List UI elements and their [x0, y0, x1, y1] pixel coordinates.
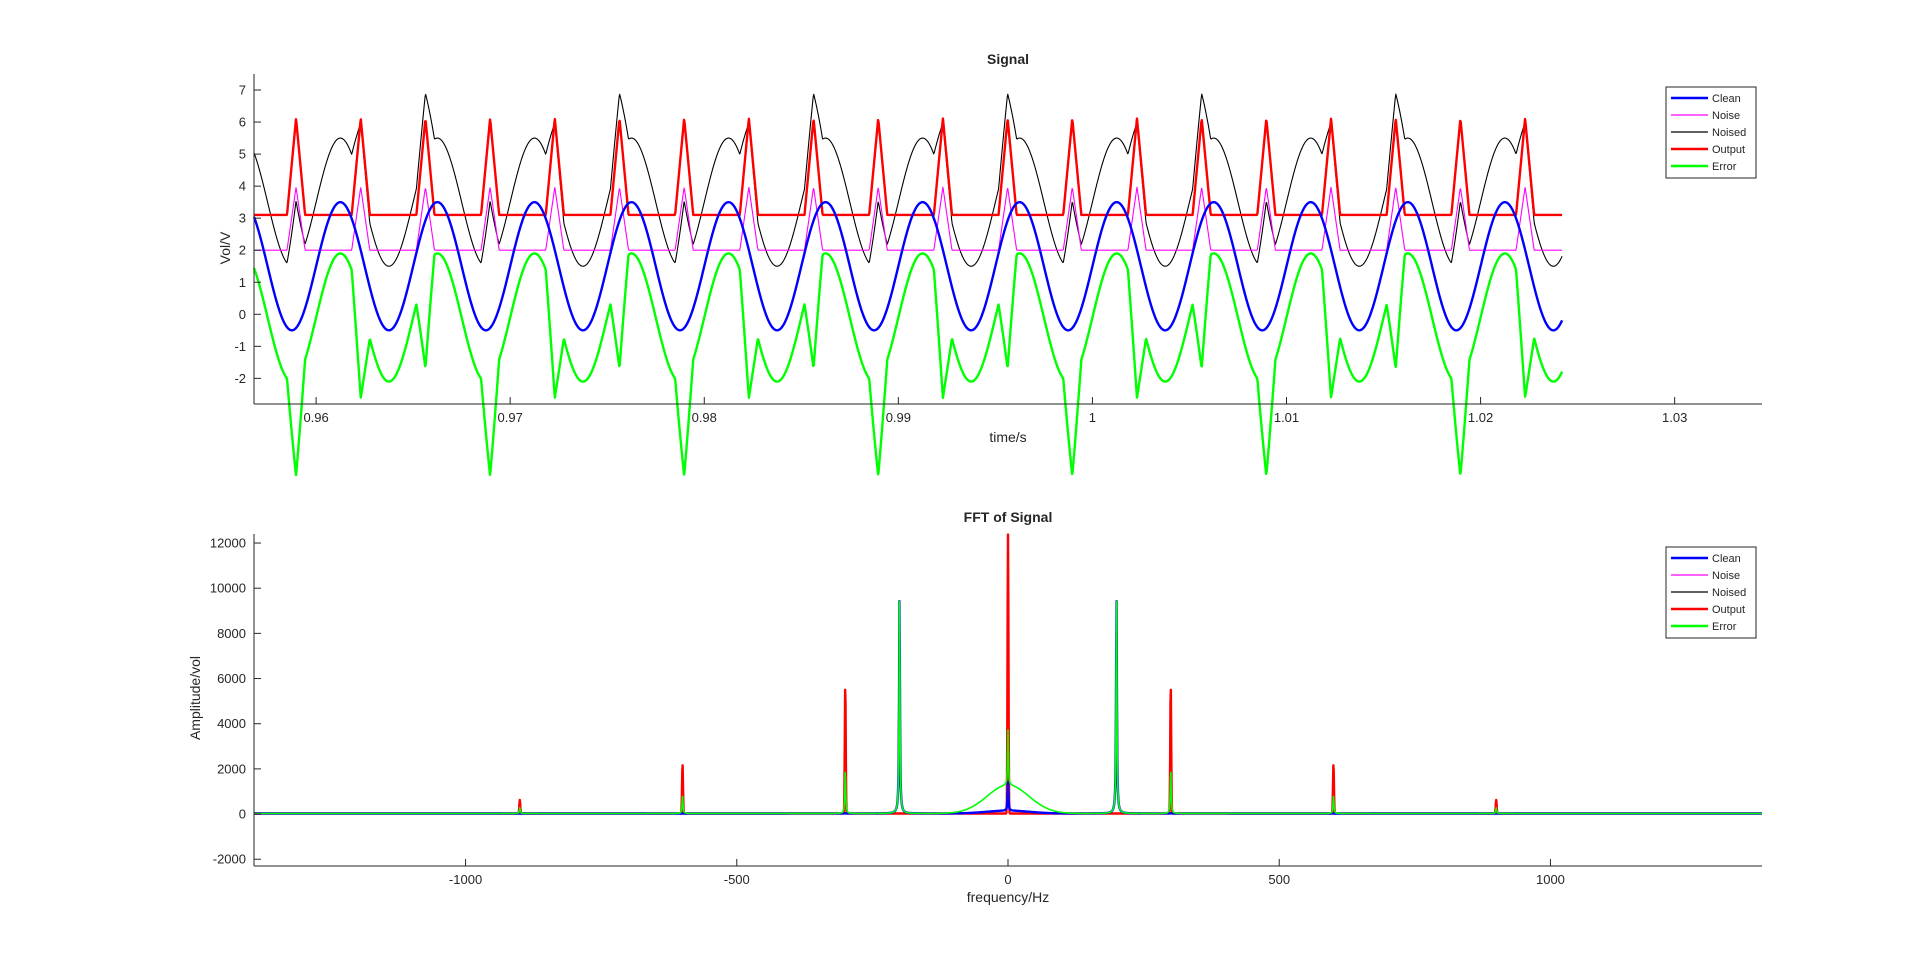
fft-y-tick-label: -2000: [213, 852, 246, 867]
signal-x-tick-label: 1.01: [1274, 410, 1299, 425]
signal-series-noised: [253, 93, 1563, 267]
fft-legend-label-noised: Noised: [1712, 587, 1746, 599]
signal-series-clean: [252, 200, 1564, 332]
signal-legend-label-noise: Noise: [1712, 110, 1740, 122]
fft-y-tick-label: 10000: [210, 581, 246, 596]
fft-legend-label-noise: Noise: [1712, 570, 1740, 582]
fft-lines: [253, 533, 1763, 815]
fft-series-error: [253, 600, 1763, 815]
signal-legend-label-output: Output: [1712, 144, 1745, 156]
signal-y-tick-label: 0: [239, 307, 246, 322]
fft-title: FFT of Signal: [964, 509, 1053, 525]
fft-plot: FFT of Signal -1000 -500 0 500 1000 -2000 0 200…: [187, 509, 1763, 905]
signal-y-tick-label: 4: [239, 179, 246, 194]
fft-y-tick-label: 6000: [217, 671, 246, 686]
signal-legend-label-clean: Clean: [1712, 93, 1741, 105]
signal-y-tick-label: -1: [234, 339, 246, 354]
fft-x-tick-label: -1000: [449, 872, 482, 887]
fft-y-tick-label: 4000: [217, 716, 246, 731]
fft-y-tick-label: 0: [239, 807, 246, 822]
fft-axes: -1000 -500 0 500 1000 -2000 0 2000 4000 6000 8000 1…: [210, 534, 1762, 887]
signal-series-error: [252, 252, 1564, 477]
signal-x-tick-label: 1.03: [1662, 410, 1687, 425]
fft-y-tick-label: 12000: [210, 536, 246, 551]
signal-title: Signal: [987, 51, 1029, 67]
fft-legend: Clean Noise Noised Output Error: [1665, 546, 1757, 639]
signal-ylabel: Vol/V: [217, 231, 233, 264]
signal-y-tick-label: 1: [239, 275, 246, 290]
signal-legend-label-noised: Noised: [1712, 127, 1746, 139]
signal-plot: Signal 0.96 0.97 0.98 0.99 1 1.01 1.02 1.03 -2 -1…: [217, 51, 1762, 477]
signal-y-tick-label: 2: [239, 243, 246, 258]
signal-xlabel: time/s: [989, 429, 1026, 445]
signal-x-tick-label: 0.96: [303, 410, 328, 425]
signal-x-tick-label: 0.98: [692, 410, 717, 425]
signal-y-tick-label: 6: [239, 115, 246, 130]
fft-x-tick-label: 0: [1004, 872, 1011, 887]
fft-x-tick-label: -500: [724, 872, 750, 887]
fft-x-tick-label: 1000: [1536, 872, 1565, 887]
fft-xlabel: frequency/Hz: [967, 889, 1049, 905]
signal-x-tick-label: 1.02: [1468, 410, 1493, 425]
fft-legend-label-output: Output: [1712, 604, 1745, 616]
signal-x-tick-label: 1: [1089, 410, 1096, 425]
signal-series-noise: [254, 186, 1563, 251]
fft-legend-label-clean: Clean: [1712, 553, 1741, 565]
signal-y-tick-label: 7: [239, 83, 246, 98]
signal-lines: [252, 93, 1564, 477]
fft-y-tick-label: 8000: [217, 626, 246, 641]
signal-y-tick-label: -2: [234, 371, 246, 386]
fft-y-tick-label: 2000: [217, 761, 246, 776]
signal-axes: 0.96 0.97 0.98 0.99 1 1.01 1.02 1.03 -2 -1 0 1 2 3 4 5 6…: [234, 74, 1762, 425]
signal-legend: Clean Noise Noised Output Error: [1665, 86, 1757, 179]
fft-x-tick-label: 500: [1268, 872, 1290, 887]
fft-legend-label-error: Error: [1712, 621, 1737, 633]
signal-x-tick-label: 0.97: [498, 410, 523, 425]
fft-ylabel: Amplitude/vol: [187, 656, 203, 740]
signal-y-tick-label: 5: [239, 147, 246, 162]
signal-legend-label-error: Error: [1712, 161, 1737, 173]
signal-x-tick-label: 0.99: [886, 410, 911, 425]
signal-series-output: [253, 117, 1563, 217]
signal-y-tick-label: 3: [239, 211, 246, 226]
